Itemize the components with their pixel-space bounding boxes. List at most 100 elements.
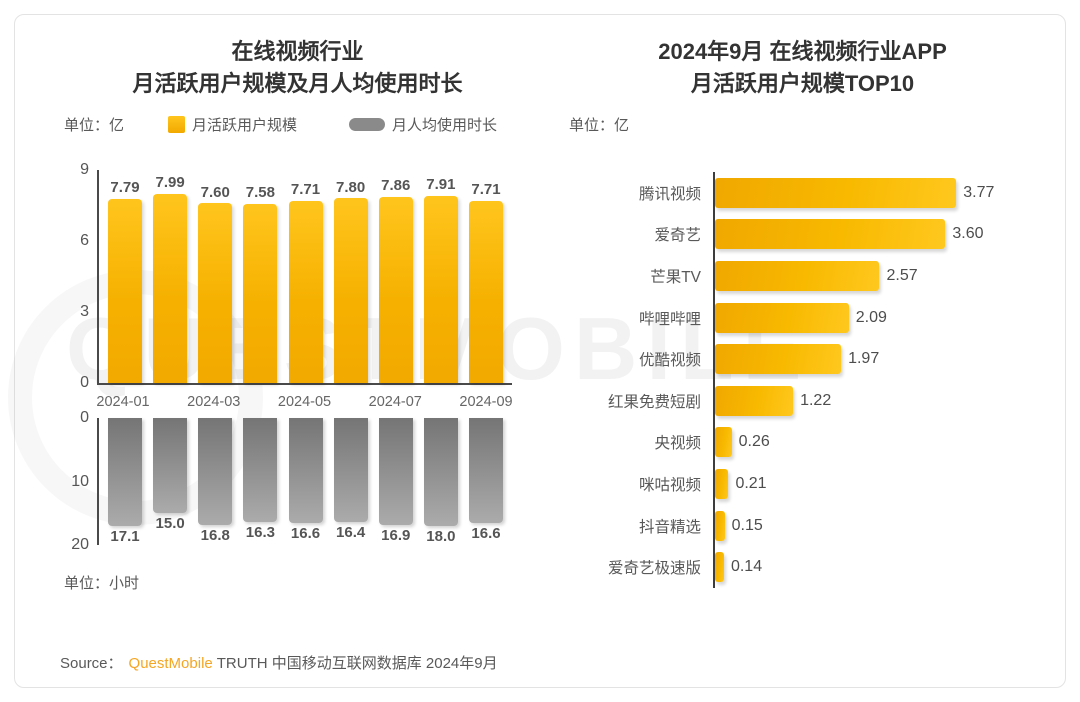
left-title-line1: 在线视频行业 — [231, 39, 364, 64]
right-title-line1: 2024年9月 在线视频行业APP — [658, 39, 947, 64]
top10-value-label: 3.77 — [963, 183, 995, 201]
x-axis-labels: 2024-01 2024-03 2024-05 2024-07 2024-09 — [96, 394, 512, 410]
usage-bar-area: 17.1 15.0 16.8 16.3 16.6 16.4 16.9 18.0 16.6 — [99, 418, 512, 545]
x-tick-cell: 2024-03 — [187, 394, 240, 410]
mau-bar-column: 7.71 — [288, 170, 323, 383]
app-name-label: 芒果TV — [650, 268, 701, 286]
mau-bar-column: 7.91 — [423, 170, 458, 383]
top10-bar-zone: 0.21 — [713, 463, 1040, 505]
top10-row: 爱奇艺极速版 0.14 — [565, 546, 1040, 588]
top10-bar — [715, 468, 729, 499]
x-tick-cell — [242, 394, 276, 410]
x-tick-label: 2024-07 — [368, 394, 422, 410]
x-tick-label: 2024-01 — [96, 394, 150, 410]
mau-value-label: 7.60 — [200, 183, 230, 201]
usage-bar — [153, 418, 188, 514]
mau-y-tick-label: 0 — [80, 374, 89, 391]
mau-bar-column: 7.80 — [333, 170, 368, 383]
usage-bar — [469, 418, 503, 524]
usage-bar-column: 15.0 — [153, 418, 188, 545]
mau-bar — [108, 198, 142, 383]
mau-legend-label: 月活跃用户规模 — [192, 117, 298, 134]
mau-value-label: 7.79 — [110, 179, 140, 197]
top10-bar-zone: 0.26 — [713, 421, 1040, 464]
top10-bar — [715, 219, 946, 250]
hours-unit-label: 单位：小时 — [64, 575, 140, 592]
top10-bar — [715, 302, 849, 333]
left-legend-row: 单位：亿 月活跃用户规模 月人均使用时长 — [64, 114, 497, 135]
source-suffix: TRUTH 中国移动互联网数据库 2024年9月 — [216, 655, 498, 672]
top10-value-label: 0.14 — [730, 558, 763, 576]
usage-bar-column: 18.0 — [423, 418, 458, 545]
top10-bar-zone: 3.77 — [713, 172, 1040, 214]
usage-y-tick-label: 10 — [71, 472, 89, 490]
mau-bar-column: 7.86 — [378, 170, 413, 383]
top10-bar — [715, 385, 794, 416]
top10-value-label: 2.09 — [855, 308, 887, 326]
mau-bar-column: 7.71 — [469, 170, 503, 383]
top10-bar — [715, 344, 842, 375]
app-name-label: 抖音精选 — [638, 518, 701, 536]
mau-y-tick-label: 3 — [80, 303, 89, 321]
left-unit-label: 单位：亿 — [64, 117, 125, 134]
right-panel-title: 2024年9月 在线视频行业APP 月活跃用户规模TOP10 — [565, 36, 1040, 100]
app-name-label: 咪咕视频 — [638, 476, 701, 494]
app-name-label: 央视频 — [654, 435, 701, 453]
mau-value-label: 7.58 — [245, 184, 275, 202]
usage-bar-column: 16.6 — [469, 418, 503, 545]
source-prefix: Source： — [60, 655, 123, 672]
x-tick-cell: 2024-05 — [278, 394, 331, 410]
usage-bar-column: 16.6 — [288, 418, 323, 545]
top10-bar — [715, 427, 732, 458]
x-tick-cell: 2024-09 — [459, 394, 512, 410]
top10-row: 爱奇艺 3.60 — [565, 213, 1040, 256]
x-tick-cell — [151, 394, 185, 410]
mau-bar — [469, 200, 503, 383]
app-name-label: 爱奇艺 — [654, 227, 701, 245]
usage-value-label: 15.0 — [155, 515, 185, 533]
top10-value-label: 0.26 — [738, 433, 770, 451]
top10-row: 红果免费短剧 1.22 — [565, 379, 1040, 422]
top10-bar — [715, 552, 724, 583]
top10-bar-zone: 2.57 — [713, 255, 1040, 297]
mau-bar — [423, 195, 458, 383]
legend-item-usage-time: 月人均使用时长 — [349, 114, 497, 135]
top10-row: 腾讯视频 3.77 — [565, 172, 1040, 214]
usage-bar-column: 16.9 — [378, 418, 413, 545]
mau-bar — [198, 203, 233, 383]
mau-bar-column: 7.79 — [108, 170, 142, 383]
top10-value-label: 2.57 — [886, 266, 918, 284]
top10-value-label: 0.15 — [731, 516, 763, 534]
top10-value-label: 0.21 — [735, 474, 767, 492]
top10-row: 咪咕视频 0.21 — [565, 463, 1040, 505]
mau-bar — [333, 198, 368, 383]
usage-value-label: 16.6 — [290, 525, 321, 543]
mau-bar-area: 7.79 7.99 7.60 7.58 7.71 7.80 7.86 7.91 7.71 — [99, 170, 512, 383]
source-brand: QuestMobile — [128, 655, 213, 672]
x-tick-label: 2024-05 — [277, 394, 332, 410]
usage-time-legend-swatch-icon — [349, 118, 386, 131]
left-panel: 在线视频行业 月活跃用户规模及月人均使用时长 单位：亿 月活跃用户规模 月人均使… — [60, 30, 535, 630]
mau-value-label: 7.71 — [290, 181, 321, 199]
usage-time-legend-label: 月人均使用时长 — [392, 117, 498, 134]
usage-value-label: 18.0 — [426, 527, 456, 545]
mau-bar-column: 7.58 — [243, 170, 278, 383]
x-tick-label: 2024-03 — [187, 394, 241, 410]
usage-bar-column: 16.4 — [333, 418, 368, 545]
top10-bar — [715, 510, 725, 541]
top10-value-label: 3.60 — [952, 225, 984, 243]
top10-row: 抖音精选 0.15 — [565, 504, 1040, 547]
top10-row: 央视频 0.26 — [565, 421, 1040, 464]
mau-legend-swatch-icon — [168, 116, 186, 133]
usage-y-tick-label: 20 — [71, 536, 89, 553]
app-name-label: 优酷视频 — [638, 352, 701, 370]
mau-bar — [243, 203, 278, 383]
top10-bar-zone: 3.60 — [713, 213, 1040, 256]
left-panel-title: 在线视频行业 月活跃用户规模及月人均使用时长 — [60, 36, 535, 100]
mau-bar-column: 7.99 — [153, 170, 188, 383]
mau-bar — [288, 200, 323, 383]
mau-bar-column: 7.60 — [198, 170, 233, 383]
top10-row: 哔哩哔哩 2.09 — [565, 296, 1040, 339]
x-tick-cell — [333, 394, 367, 410]
mau-bar — [378, 196, 413, 383]
